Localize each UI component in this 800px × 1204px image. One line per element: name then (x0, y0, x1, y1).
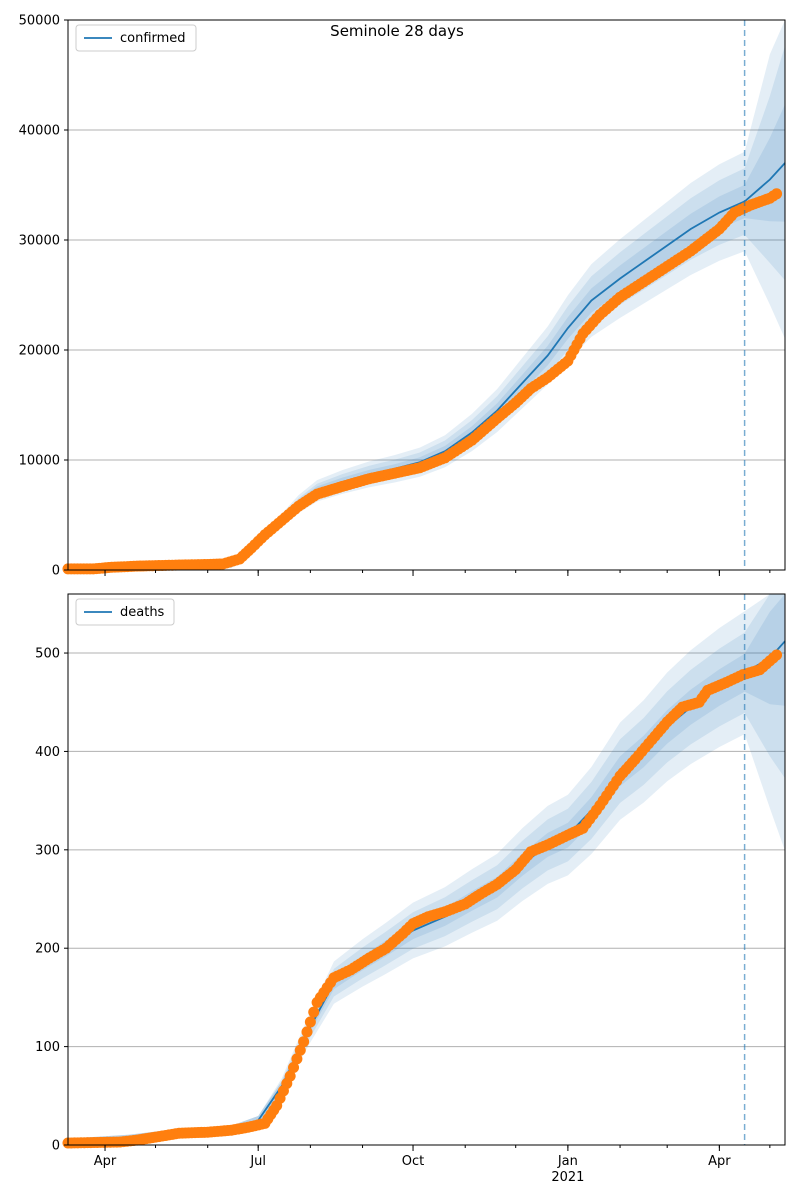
x-tick-label: Jul (249, 1154, 266, 1169)
observed-point (284, 1070, 296, 1082)
observed-point (291, 1053, 303, 1065)
observed-point (771, 188, 783, 200)
legend-label: confirmed (120, 31, 186, 46)
observed-point (294, 1044, 306, 1056)
y-tick-label: 20000 (19, 344, 60, 359)
x-tick-label: Apr (708, 1154, 731, 1169)
x-tick-label: Jan (557, 1154, 578, 1169)
observed-point (288, 1062, 300, 1074)
y-tick-label: 50000 (19, 14, 60, 29)
y-tick-label: 0 (52, 1139, 60, 1154)
observed-point (298, 1036, 310, 1048)
legend-label: deaths (120, 605, 165, 620)
observed-point (771, 649, 783, 661)
observed-points (62, 188, 783, 575)
y-tick-label: 10000 (19, 454, 60, 469)
grid-lines (68, 652, 785, 1048)
chart-title: Seminole 28 days (330, 22, 464, 40)
y-tick-label: 200 (35, 942, 60, 957)
uncertainty-band (68, 594, 785, 1145)
grid-lines (68, 19, 785, 461)
y-tick-label: 100 (35, 1040, 60, 1055)
observed-point (308, 1006, 320, 1018)
x-tick-sublabel: 2021 (551, 1170, 584, 1185)
observed-point (301, 1026, 313, 1038)
x-tick-label: Oct (402, 1154, 424, 1169)
axes-frame (67, 593, 786, 1146)
axes-frame (67, 19, 786, 571)
y-tick-label: 500 (35, 647, 60, 662)
uncertainty-bands (68, 594, 785, 1145)
y-tick-label: 40000 (19, 124, 60, 139)
legend: deaths (75, 598, 175, 626)
axes: 0 10000 20000 30000 40000 50000 (19, 14, 786, 579)
y-tick-label: 400 (35, 745, 60, 760)
y-tick-label: 30000 (19, 234, 60, 249)
observed-points (62, 649, 783, 1149)
x-tick-label: Apr (94, 1154, 117, 1169)
y-tick-label: 300 (35, 843, 60, 858)
confirmed-panel: 0 10000 20000 30000 40000 50000 confirmed Sem… (19, 14, 786, 579)
legend-box (75, 24, 197, 52)
legend-box (75, 598, 175, 626)
observed-point (304, 1016, 316, 1028)
y-tick-label: 0 (52, 564, 60, 579)
legend: confirmed (75, 24, 197, 52)
